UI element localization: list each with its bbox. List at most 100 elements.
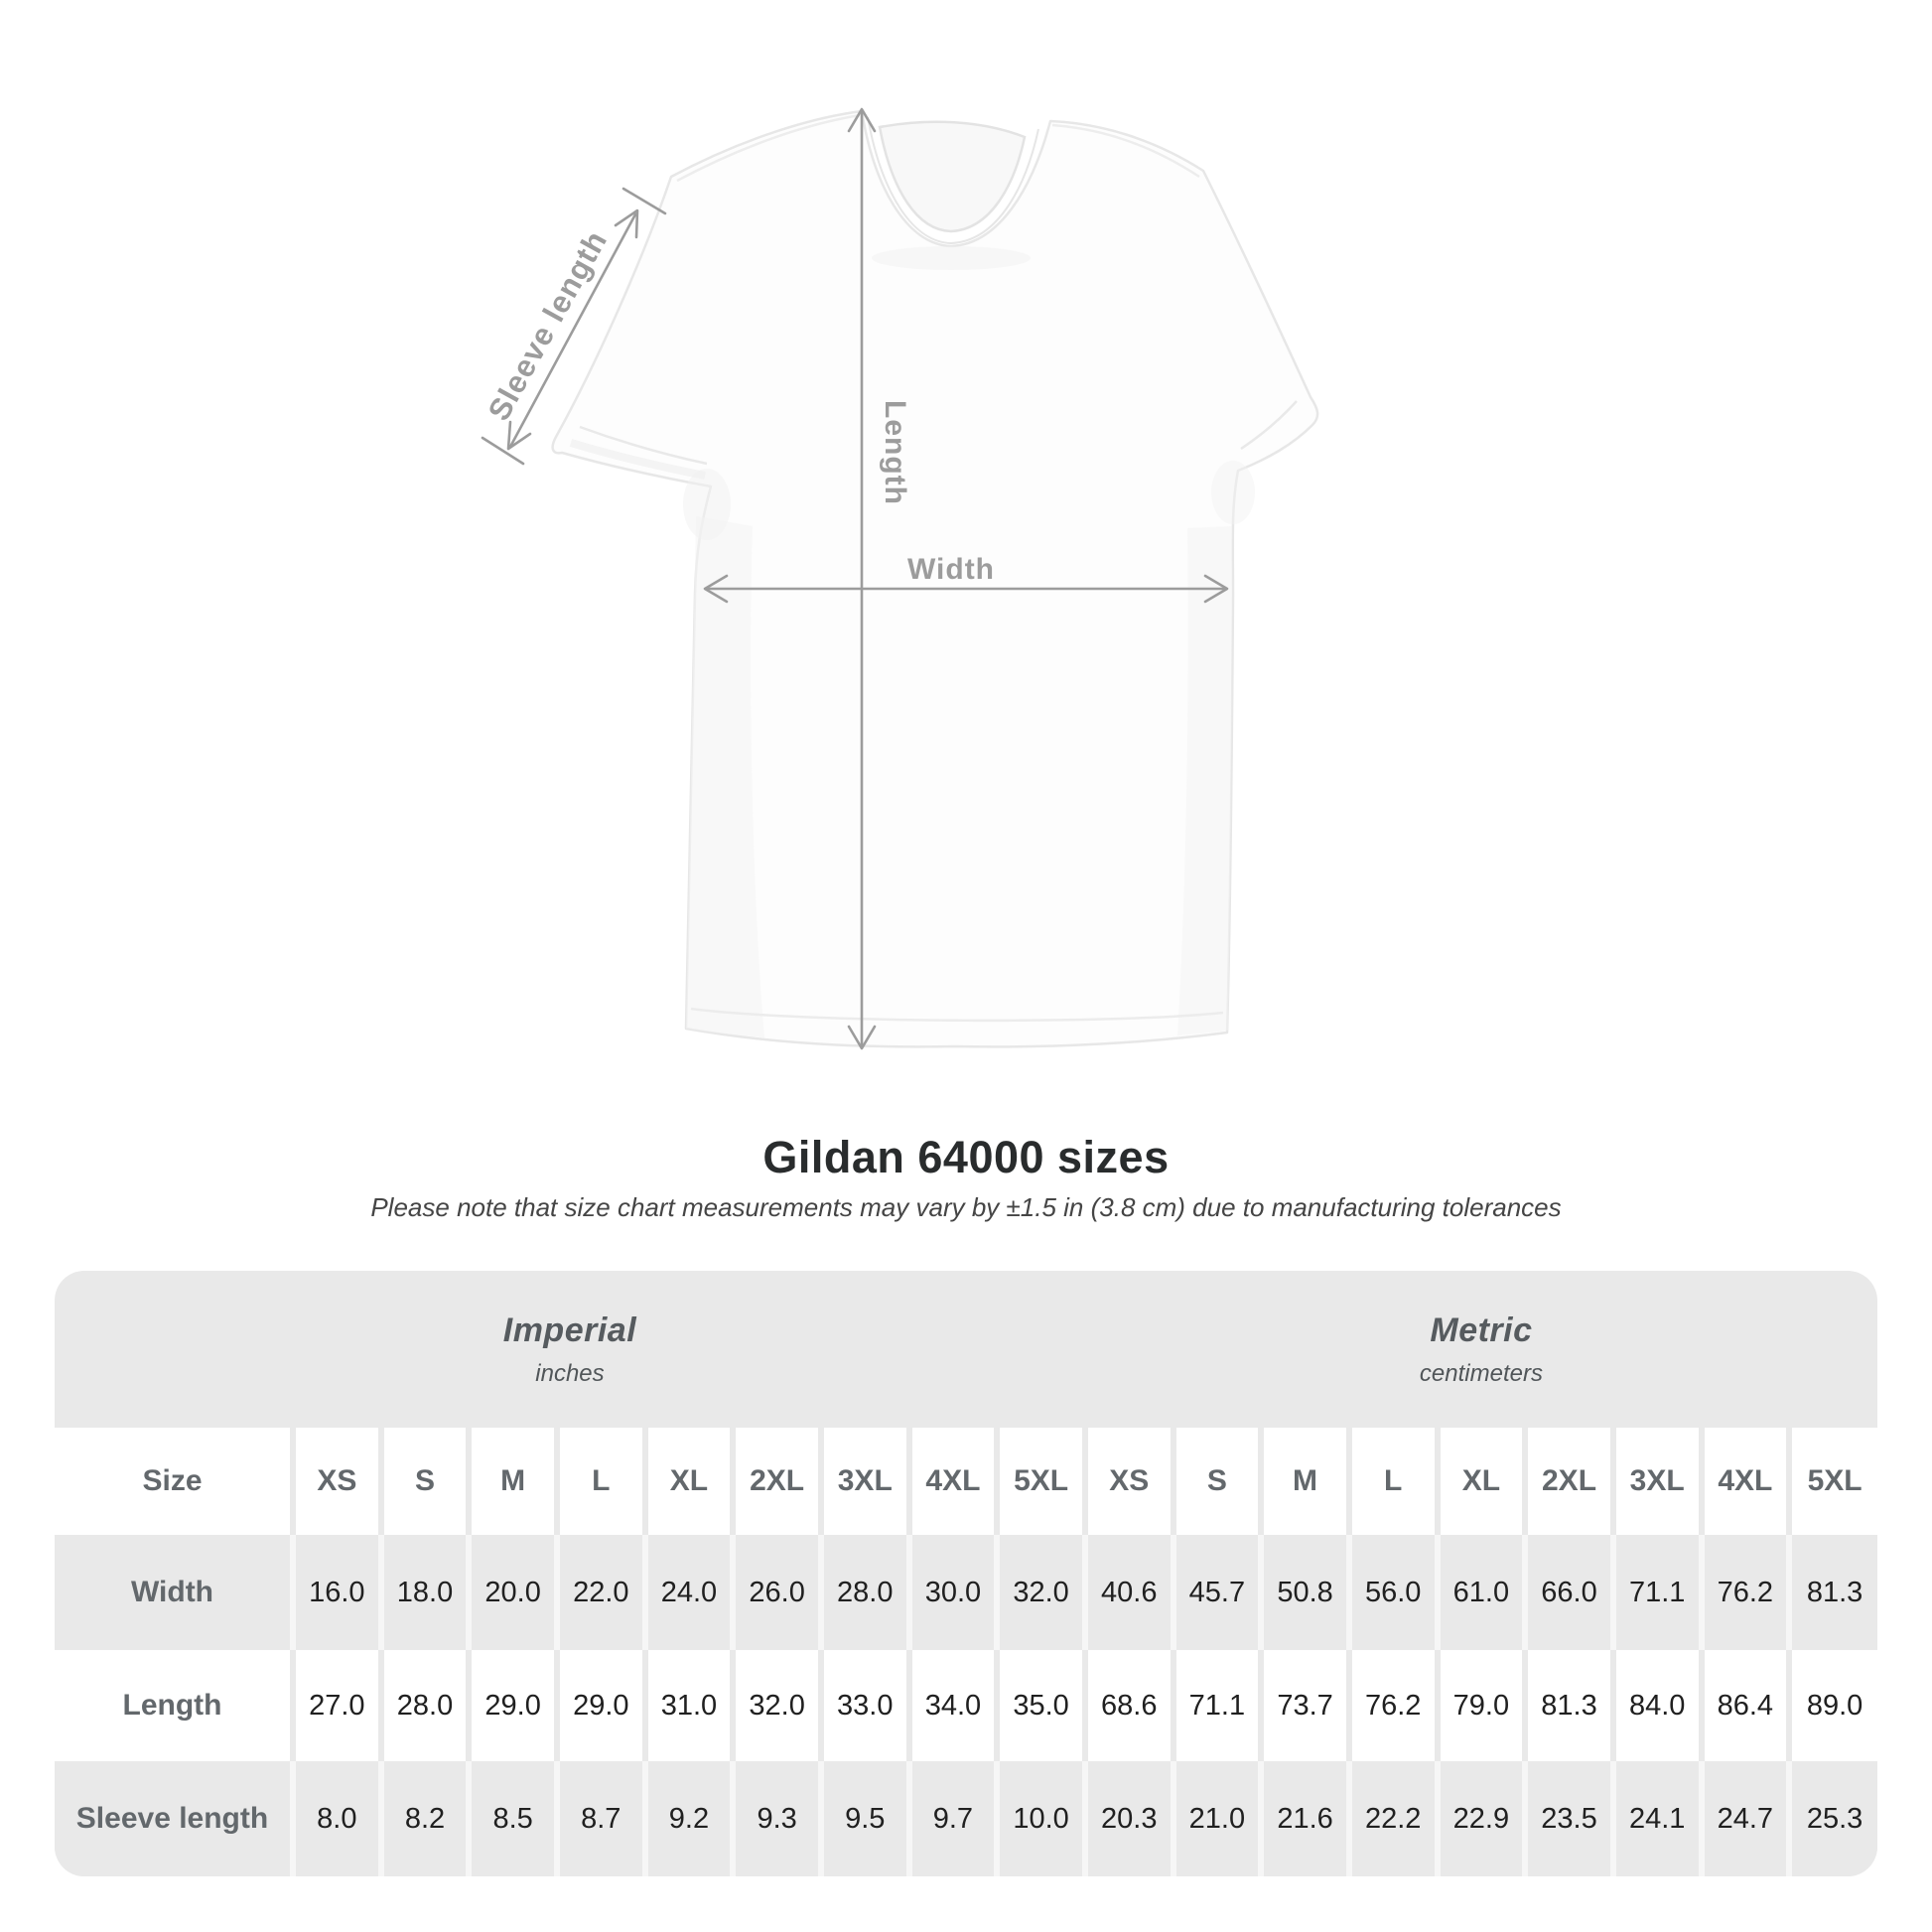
value-cell: 34.0	[905, 1650, 998, 1761]
sleeve-length-arrow	[481, 187, 667, 466]
size-header-row: Size XS S M L XL 2XL 3XL 4XL 5XL XS S M …	[55, 1428, 1877, 1535]
size-col-header: 2XL	[1522, 1428, 1613, 1535]
value-cell: 81.3	[1522, 1650, 1613, 1761]
imperial-title: Imperial	[502, 1311, 637, 1349]
tshirt-shoulder-seam-left	[676, 113, 861, 183]
value-cell: 10.0	[994, 1761, 1085, 1876]
value-cell: 40.6	[1081, 1535, 1173, 1650]
value-cell: 28.0	[817, 1535, 909, 1650]
value-cell: 32.0	[994, 1535, 1085, 1650]
tshirt-shade-collar	[872, 246, 1031, 270]
tshirt-shade-armpit-right	[1211, 461, 1255, 524]
tshirt-sleeve-hem-left	[579, 425, 708, 466]
size-col-header: S	[1170, 1428, 1262, 1535]
value-cell: 20.0	[466, 1535, 557, 1650]
value-cell: 24.7	[1698, 1761, 1790, 1876]
size-col-header: 5XL	[994, 1428, 1085, 1535]
value-cell: 26.0	[730, 1535, 821, 1650]
size-row-label: Size	[55, 1428, 293, 1535]
size-col-header: XS	[290, 1428, 381, 1535]
value-cell: 24.0	[641, 1535, 734, 1650]
imperial-unit: inches	[535, 1359, 605, 1387]
value-cell: 9.5	[817, 1761, 909, 1876]
metric-title: Metric	[1430, 1311, 1533, 1349]
width-row-label: Width	[55, 1535, 293, 1650]
value-cell: 22.0	[553, 1535, 645, 1650]
value-cell: 18.0	[377, 1535, 470, 1650]
size-col-header: M	[466, 1428, 557, 1535]
tshirt-collar-opening	[878, 120, 1027, 233]
tshirt-measurement-diagram: Sleeve length Length Width	[481, 107, 1319, 1050]
tolerance-note: Please note that size chart measurements…	[370, 1192, 1562, 1222]
size-col-header: 3XL	[1609, 1428, 1702, 1535]
size-chart-table: Imperial inches Metric centimeters Size …	[55, 1271, 1877, 1876]
tshirt-bottom-hem	[690, 1007, 1224, 1023]
value-cell: 68.6	[1081, 1650, 1173, 1761]
tshirt-shade-left	[686, 516, 764, 1037]
value-cell: 30.0	[905, 1535, 998, 1650]
value-cell: 22.2	[1345, 1761, 1438, 1876]
size-col-header: 4XL	[905, 1428, 998, 1535]
page-title: Gildan 64000 sizes	[762, 1132, 1170, 1182]
value-cell: 22.9	[1434, 1761, 1526, 1876]
units-header-row: Imperial inches Metric centimeters	[55, 1271, 1877, 1428]
value-cell: 89.0	[1786, 1650, 1877, 1761]
value-cell: 45.7	[1170, 1535, 1262, 1650]
value-cell: 79.0	[1434, 1650, 1526, 1761]
value-cell: 50.8	[1258, 1535, 1349, 1650]
value-cell: 8.2	[377, 1761, 470, 1876]
value-cell: 25.3	[1786, 1761, 1877, 1876]
length-row: Length 27.0 28.0 29.0 29.0 31.0 32.0 33.…	[55, 1650, 1877, 1761]
sleeve-length-row: Sleeve length 8.0 8.2 8.5 8.7 9.2 9.3 9.…	[55, 1761, 1877, 1876]
size-col-header: 3XL	[817, 1428, 909, 1535]
value-cell: 71.1	[1170, 1650, 1262, 1761]
value-cell: 32.0	[730, 1650, 821, 1761]
value-cell: 9.3	[730, 1761, 821, 1876]
value-cell: 9.2	[641, 1761, 734, 1876]
value-cell: 8.5	[466, 1761, 557, 1876]
value-cell: 86.4	[1698, 1650, 1790, 1761]
value-cell: 33.0	[817, 1650, 909, 1761]
value-cell: 29.0	[553, 1650, 645, 1761]
size-col-header: 2XL	[730, 1428, 821, 1535]
size-col-header: XL	[641, 1428, 734, 1535]
value-cell: 66.0	[1522, 1535, 1613, 1650]
tshirt-shade-sleeve	[569, 439, 706, 480]
value-cell: 24.1	[1609, 1761, 1702, 1876]
sleeve-row-label: Sleeve length	[55, 1761, 293, 1876]
value-cell: 9.7	[905, 1761, 998, 1876]
metric-section-header: Metric centimeters	[1085, 1271, 1877, 1428]
tshirt-collar-seam	[867, 116, 1039, 245]
value-cell: 27.0	[290, 1650, 381, 1761]
value-cell: 8.7	[553, 1761, 645, 1876]
value-cell: 23.5	[1522, 1761, 1613, 1876]
size-col-header: 4XL	[1698, 1428, 1790, 1535]
value-cell: 8.0	[290, 1761, 381, 1876]
value-cell: 61.0	[1434, 1535, 1526, 1650]
value-cell: 29.0	[466, 1650, 557, 1761]
size-col-header: XL	[1434, 1428, 1526, 1535]
value-cell: 76.2	[1698, 1535, 1790, 1650]
length-arrow	[847, 107, 877, 1050]
value-cell: 84.0	[1609, 1650, 1702, 1761]
width-label: Width	[907, 553, 995, 586]
length-row-label: Length	[55, 1650, 293, 1761]
metric-unit: centimeters	[1419, 1359, 1543, 1387]
value-cell: 21.0	[1170, 1761, 1262, 1876]
length-label: Length	[879, 400, 911, 505]
size-col-header: 5XL	[1786, 1428, 1877, 1535]
size-col-header: L	[1345, 1428, 1438, 1535]
tshirt-shoulder-seam-right	[1051, 123, 1200, 179]
size-col-header: XS	[1081, 1428, 1173, 1535]
value-cell: 28.0	[377, 1650, 470, 1761]
value-cell: 56.0	[1345, 1535, 1438, 1650]
value-cell: 20.3	[1081, 1761, 1173, 1876]
value-cell: 71.1	[1609, 1535, 1702, 1650]
value-cell: 76.2	[1345, 1650, 1438, 1761]
value-cell: 31.0	[641, 1650, 734, 1761]
value-cell: 16.0	[290, 1535, 381, 1650]
width-arrow	[703, 574, 1229, 604]
tshirt-shade-armpit-left	[683, 469, 731, 540]
width-row: Width 16.0 18.0 20.0 22.0 24.0 26.0 28.0…	[55, 1535, 1877, 1650]
